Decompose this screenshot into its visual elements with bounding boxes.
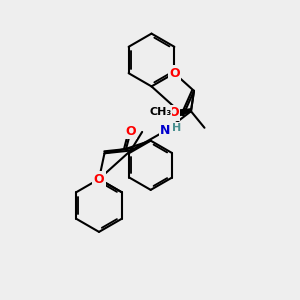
Text: O: O — [94, 172, 104, 186]
Text: CH₃: CH₃ — [149, 107, 171, 117]
Text: N: N — [160, 124, 171, 137]
Text: H: H — [172, 124, 182, 134]
Text: O: O — [169, 67, 180, 80]
Text: O: O — [168, 106, 179, 119]
Text: O: O — [125, 125, 136, 138]
